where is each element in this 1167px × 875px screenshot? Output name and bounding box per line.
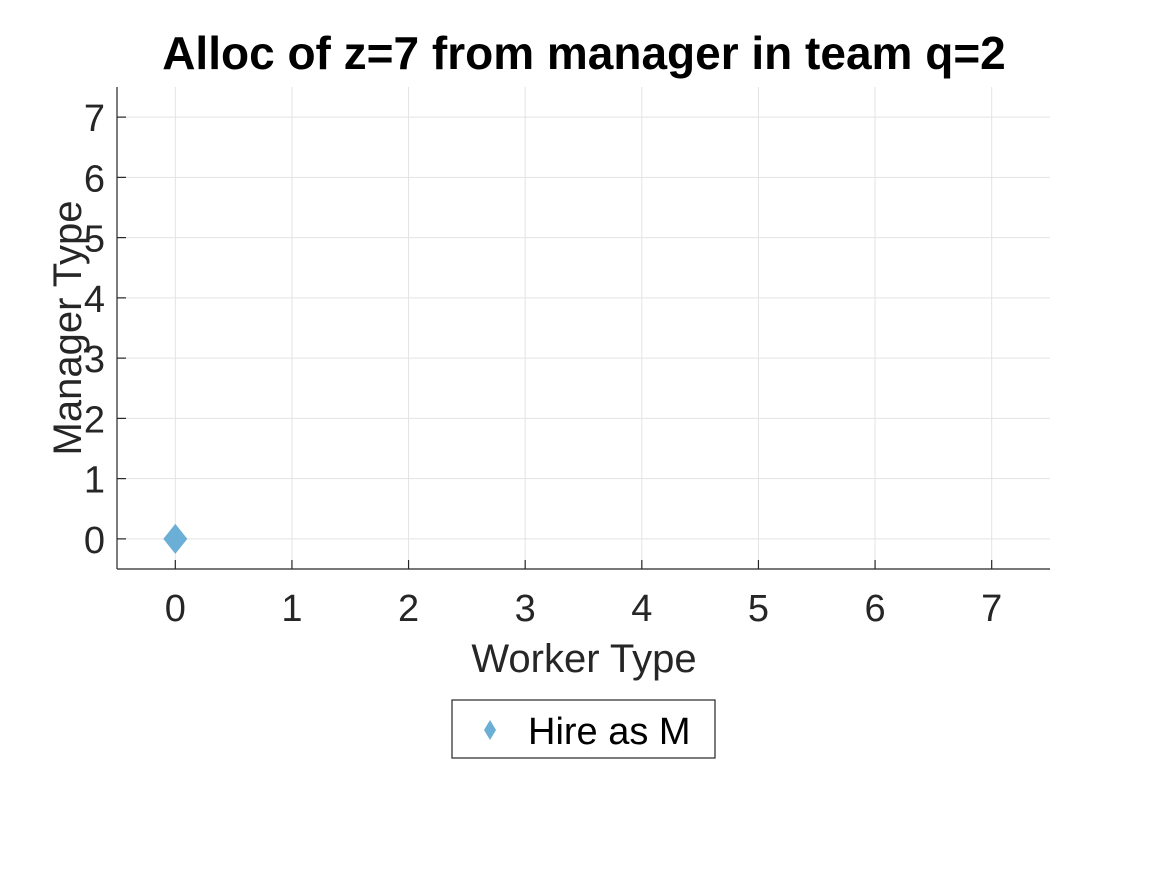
legend-marker-diamond (484, 720, 496, 740)
data-point-diamond (163, 523, 188, 554)
x-axis-label: Worker Type (471, 637, 696, 681)
y-tick-labels: 0 1 2 3 4 5 6 7 (84, 98, 105, 562)
axes (116, 87, 1050, 570)
x-tick-label: 6 (864, 588, 885, 630)
x-tick-label: 2 (398, 588, 419, 630)
y-tick-label: 6 (84, 158, 105, 200)
y-tick-label: 1 (84, 460, 105, 502)
y-tick-label: 2 (84, 399, 105, 441)
x-tick-label: 0 (165, 588, 186, 630)
data-points (163, 523, 188, 554)
y-tick-label: 4 (84, 279, 105, 321)
legend-box (451, 699, 716, 759)
y-tick-label: 3 (84, 339, 105, 381)
grid (117, 87, 1050, 569)
y-tick-label: 7 (84, 98, 105, 140)
x-tick-labels: 0 1 2 3 4 5 6 7 (165, 588, 1003, 630)
x-tick-label: 7 (981, 588, 1002, 630)
y-axis-label: Manager Type (46, 201, 90, 456)
y-tick-label: 5 (84, 219, 105, 261)
legend: Hire as M (451, 699, 716, 759)
x-tick-label: 5 (748, 588, 769, 630)
x-tick-label: 3 (515, 588, 536, 630)
y-tick-label: 0 (84, 520, 105, 562)
x-tick-label: 1 (281, 588, 302, 630)
x-tick-label: 4 (631, 588, 652, 630)
chart-title: Alloc of z=7 from manager in team q=2 (162, 27, 1006, 79)
legend-label: Hire as M (528, 711, 691, 753)
